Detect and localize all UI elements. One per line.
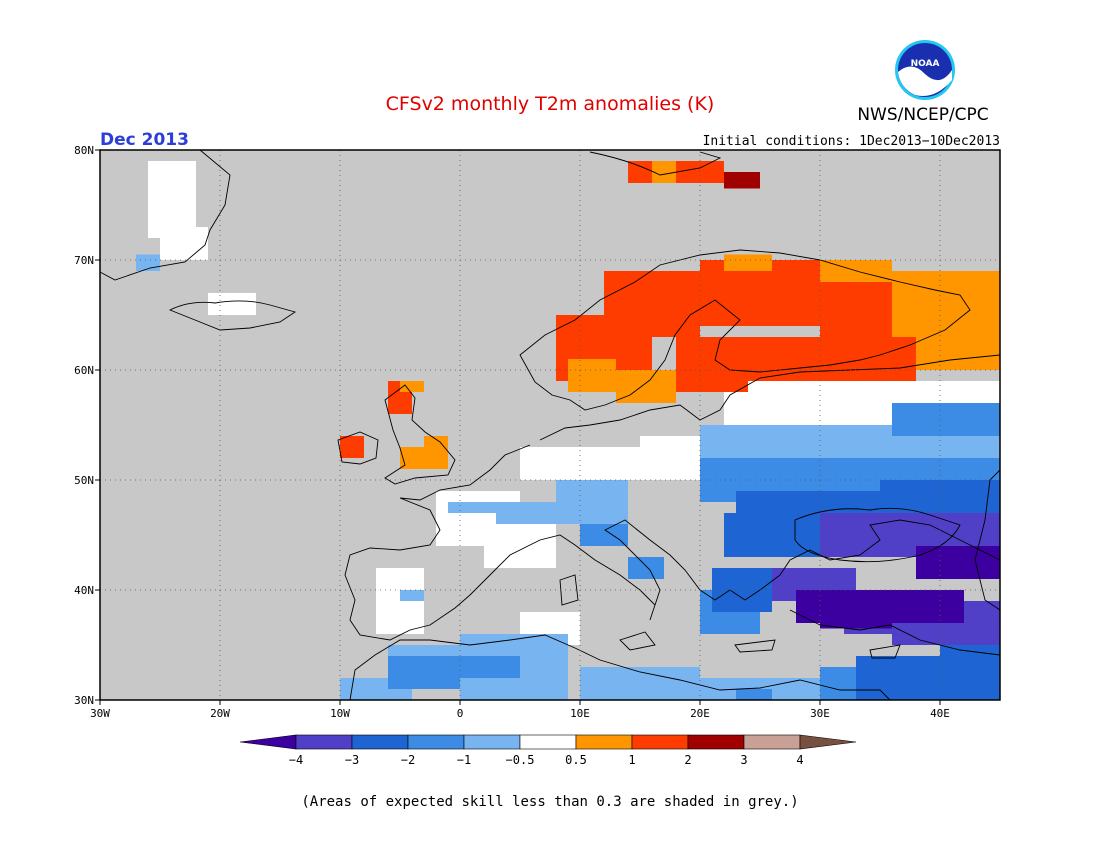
legend-swatch (519, 734, 577, 750)
anomaly-cell (388, 645, 460, 656)
gridlines (100, 150, 1000, 700)
initial-conditions: Initial conditions: 1Dec2013−10Dec2013 (703, 134, 1000, 149)
anomaly-cell (628, 557, 664, 579)
anomaly-cell (400, 381, 424, 392)
legend-label: −4 (289, 753, 303, 767)
anomaly-cell (460, 656, 520, 678)
anomaly-cell (208, 293, 256, 315)
lat-tick-label: 40N (74, 584, 94, 597)
legend-swatch (631, 734, 689, 750)
agency-label: NWS/NCEP/CPC (857, 105, 988, 125)
lon-tick-label: 10W (330, 707, 350, 720)
lat-tick-label: 50N (74, 474, 94, 487)
anomaly-cell (160, 227, 208, 260)
anomaly-cell (856, 656, 1000, 700)
anomaly-cell (916, 326, 1000, 370)
anomaly-cell (448, 502, 496, 513)
legend-label: −1 (457, 753, 471, 767)
lon-tick-label: 20E (690, 707, 710, 720)
anomaly-cell (892, 403, 1000, 436)
lon-tick-label: 30W (90, 707, 110, 720)
legend-swatch (351, 734, 409, 750)
anomaly-cell (484, 524, 556, 568)
legend-label: −3 (345, 753, 359, 767)
logo-text: NOAA (911, 59, 940, 69)
map-area: 30N 40N 50N 60N 70N 80N 30W 20W 10W 0 10E 20E 30E 40E (74, 144, 1001, 720)
anomaly-cell (616, 370, 676, 403)
legend-label: −0.5 (506, 753, 535, 767)
legend-label: −2 (401, 753, 415, 767)
forecast-period: Dec 2013 (100, 130, 189, 150)
legend-swatch (239, 734, 297, 750)
legend-label: 1 (628, 753, 635, 767)
legend-swatch (743, 734, 801, 750)
lat-tick-label: 60N (74, 364, 94, 377)
anomaly-cell (724, 254, 772, 271)
anomaly-cell (580, 667, 700, 700)
legend-label: 0.5 (565, 753, 587, 767)
anomaly-cell (556, 480, 628, 524)
anomaly-cell (580, 524, 628, 546)
legend-label: 3 (740, 753, 747, 767)
anomaly-cell (712, 568, 772, 612)
anomaly-cell (496, 502, 556, 524)
map-frame (99, 149, 1001, 701)
lon-tick-label: 0 (457, 707, 464, 720)
anomaly-cell (340, 436, 364, 458)
anomaly-cell (424, 436, 448, 458)
anomaly-cell (400, 590, 424, 601)
lat-tick-label: 70N (74, 254, 94, 267)
anomaly-cell (652, 161, 676, 183)
legend-swatch (687, 734, 745, 750)
legend-swatch (799, 734, 857, 750)
figure-title: CFSv2 monthly T2m anomalies (K) (386, 93, 715, 115)
anomaly-cell (520, 447, 640, 480)
axis-ticks: 30N 40N 50N 60N 70N 80N 30W 20W 10W 0 10E 20E 30E 40E (74, 144, 950, 720)
lon-tick-label: 40E (930, 707, 950, 720)
anomaly-cell (388, 656, 460, 689)
anomaly-cell (748, 381, 1000, 398)
anomaly-cell (736, 689, 772, 700)
color-legend: −4 −3 −2 −1 −0.5 0.5 1 2 3 4 (239, 734, 857, 767)
footnote: (Areas of expected skill less than 0.3 a… (301, 794, 798, 810)
legend-swatch (463, 734, 521, 750)
lon-tick-label: 20W (210, 707, 230, 720)
anomaly-cell (724, 172, 760, 189)
legend-swatch (295, 734, 353, 750)
anomaly-cell (604, 271, 700, 337)
anomaly-cell (148, 161, 196, 238)
anomaly-cell (568, 359, 616, 392)
noaa-logo: NOAA (895, 40, 955, 100)
anomaly-cell (916, 546, 1000, 579)
legend-label: 2 (684, 753, 691, 767)
legend-label: 4 (796, 753, 803, 767)
anomaly-cell (820, 612, 892, 629)
legend-swatch (575, 734, 633, 750)
lat-tick-label: 30N (74, 694, 94, 707)
anomaly-cells (136, 161, 1000, 700)
legend-swatch (407, 734, 465, 750)
lat-tick-label: 80N (74, 144, 94, 157)
lon-tick-label: 10E (570, 707, 590, 720)
lon-tick-label: 30E (810, 707, 830, 720)
